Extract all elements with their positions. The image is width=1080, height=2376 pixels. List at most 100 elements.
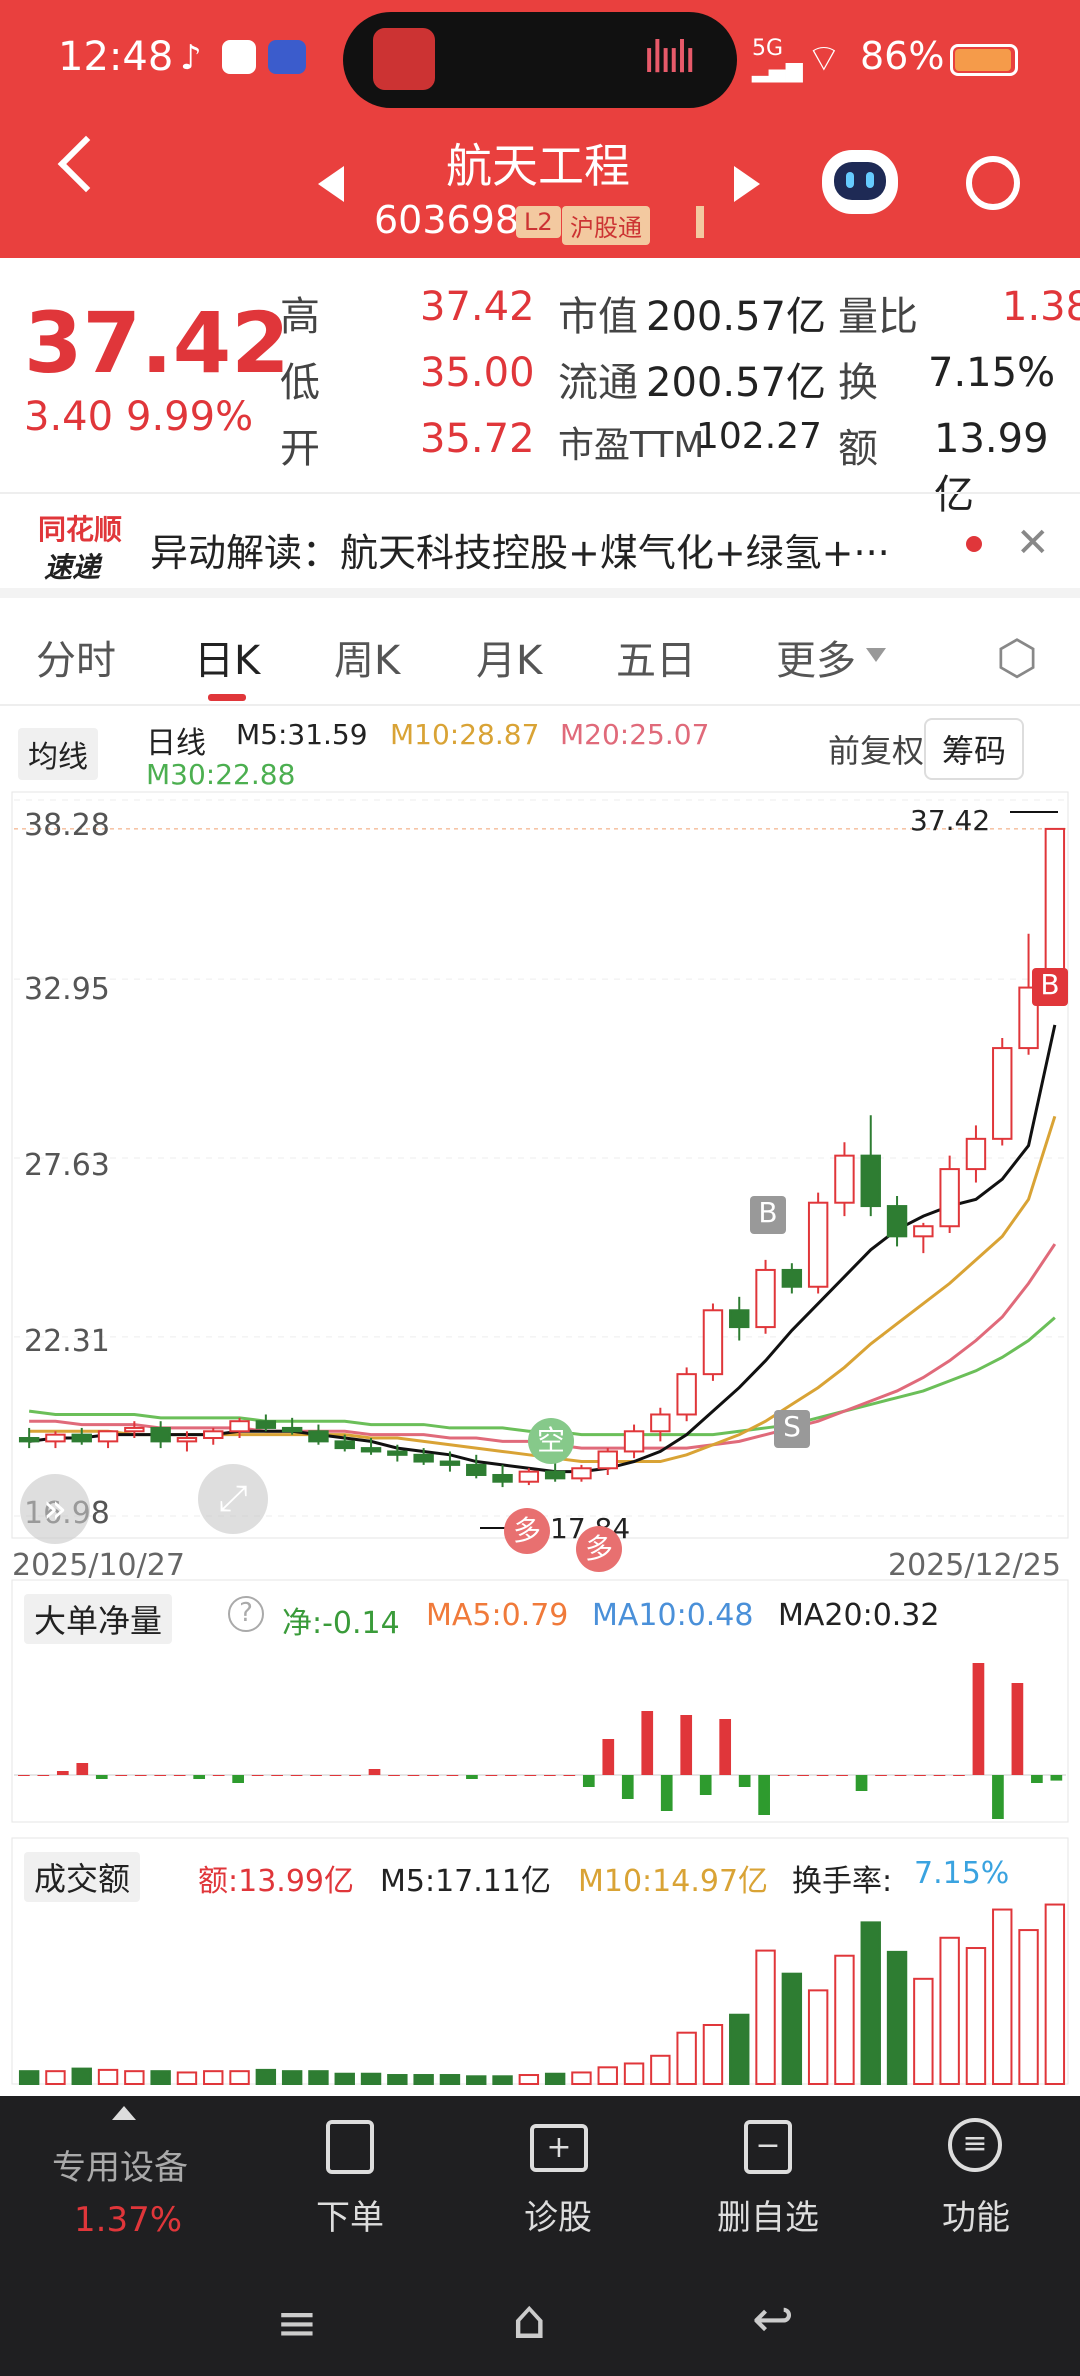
- net-bar: [1031, 1775, 1043, 1783]
- amount-bar: [71, 2067, 92, 2086]
- menu-icon[interactable]: ≡: [948, 2118, 1002, 2172]
- news-logo-sub: 速递: [44, 551, 101, 584]
- chips-button[interactable]: 筹码: [924, 718, 1025, 780]
- order-button[interactable]: 下单: [316, 2198, 384, 2238]
- net-bar: [797, 1775, 809, 1776]
- amount-bar: [18, 2070, 40, 2085]
- candle-body: [755, 1268, 776, 1329]
- mktcap-value: 200.57亿: [646, 294, 826, 340]
- amount-value: 13.99亿: [934, 416, 1049, 518]
- news-banner[interactable]: 同花顺 速递 异动解读：航天科技控股+煤气化+绿氢+··· ✕: [0, 492, 1080, 598]
- sell-marker: S: [774, 1410, 810, 1448]
- net-bar: [329, 1775, 342, 1776]
- tab-daily-k[interactable]: 日K: [194, 638, 261, 684]
- candle-body: [992, 1047, 1013, 1140]
- help-icon[interactable]: ?: [228, 1596, 264, 1632]
- tab-more[interactable]: 更多: [776, 638, 856, 684]
- expand-up-icon[interactable]: [112, 2106, 136, 2120]
- expand-left-icon[interactable]: »: [20, 1474, 90, 1544]
- amount-bar: [939, 1936, 960, 2085]
- amount-bar: [729, 2013, 750, 2086]
- net-bar: [524, 1775, 537, 1776]
- candle-body: [623, 1430, 645, 1453]
- net-frame: [11, 1579, 1069, 1823]
- amount-bar: [308, 2070, 329, 2085]
- net-bar: [368, 1769, 381, 1775]
- amount-bar: [255, 2068, 277, 2085]
- amount-bar: [229, 2070, 250, 2085]
- nav-home-icon[interactable]: ⌂: [512, 2288, 547, 2351]
- remove-watchlist-icon[interactable]: −: [744, 2120, 792, 2174]
- tab-weekly-k[interactable]: 周K: [334, 638, 401, 684]
- amount-bar: [781, 1972, 803, 2085]
- settings-icon[interactable]: ⬡: [996, 630, 1038, 686]
- diagnose-icon[interactable]: +: [530, 2124, 588, 2172]
- net-bar: [173, 1775, 186, 1776]
- amount-bar: [965, 1947, 987, 2085]
- close-icon[interactable]: ✕: [1016, 520, 1050, 566]
- tab-intraday[interactable]: 分时: [36, 638, 116, 684]
- adjust-toggle[interactable]: 前复权: [828, 732, 925, 770]
- sector-label[interactable]: 专用设备: [52, 2148, 188, 2188]
- unread-dot: [966, 536, 982, 552]
- kline-chart[interactable]: [0, 700, 1080, 2090]
- candle-body: [886, 1205, 908, 1238]
- net-bar: [1011, 1683, 1024, 1775]
- open-label: 开: [280, 426, 320, 472]
- y-tick: 27.63: [24, 1148, 110, 1183]
- amount-bar: [203, 2070, 224, 2085]
- remove-watchlist-button[interactable]: 删自选: [717, 2198, 819, 2238]
- net-bar: [232, 1775, 244, 1783]
- net-bar: [544, 1775, 556, 1776]
- amount-bar: [150, 2070, 171, 2085]
- header: 12:48 ♪ ılıılı 5G ▂▄▆ ⌔ 86% 航天工程 603698 …: [0, 0, 1080, 258]
- fullscreen-icon[interactable]: ⤢: [198, 1464, 268, 1534]
- order-icon[interactable]: [326, 2120, 374, 2174]
- tab-underline: [208, 694, 246, 701]
- candle-body: [150, 1426, 171, 1443]
- y-tick: 32.95: [24, 972, 110, 1007]
- net-selector[interactable]: 大单净量: [24, 1594, 173, 1644]
- net-bar: [602, 1739, 615, 1775]
- candle-body: [860, 1154, 881, 1208]
- candle-body: [492, 1473, 513, 1483]
- candle-body: [439, 1460, 461, 1466]
- amount-bar: [834, 1954, 855, 2085]
- search-icon[interactable]: [966, 156, 1020, 210]
- nav-back-icon[interactable]: ↩: [752, 2290, 794, 2348]
- quote-panel: 37.42 3.40 9.99% 高 37.42 市值 200.57亿 量比 1…: [0, 258, 1080, 518]
- low-label: 低: [280, 360, 320, 406]
- amount-selector[interactable]: 成交额: [24, 1852, 141, 1902]
- next-stock-icon[interactable]: [734, 166, 760, 202]
- long-marker: 多: [576, 1526, 622, 1572]
- amount-frame: [11, 1837, 1069, 2085]
- amount-bar: [124, 2070, 145, 2085]
- ma-selector[interactable]: 均线: [18, 728, 98, 780]
- diagnose-button[interactable]: 诊股: [524, 2198, 592, 2238]
- candle-body: [781, 1268, 803, 1288]
- x-start-label: 2025/10/27: [12, 1548, 185, 1583]
- net-bar: [563, 1775, 576, 1776]
- prev-stock-icon[interactable]: [318, 166, 344, 202]
- price-change: 3.40: [24, 394, 114, 440]
- candle-body: [281, 1426, 303, 1433]
- net-bar: [719, 1719, 732, 1775]
- stock-code: 603698: [374, 198, 520, 242]
- amount-bar: [518, 2074, 540, 2085]
- net-bar: [933, 1775, 946, 1776]
- back-icon[interactable]: [57, 135, 115, 193]
- candle-body: [255, 1420, 277, 1429]
- function-button[interactable]: 功能: [942, 2198, 1010, 2238]
- status-time: 12:48: [58, 34, 174, 80]
- candle-body: [729, 1309, 750, 1329]
- turnover-value: 7.15%: [928, 350, 1056, 396]
- net-bar: [914, 1775, 926, 1776]
- tab-five-day[interactable]: 五日: [616, 638, 696, 684]
- net-bar: [972, 1663, 985, 1775]
- robot-assistant-icon[interactable]: [822, 150, 898, 214]
- amount-m5: M5:17.11亿: [380, 1864, 551, 1899]
- tab-monthly-k[interactable]: 月K: [476, 638, 543, 684]
- net-bar: [1050, 1775, 1063, 1781]
- candle-body: [71, 1433, 92, 1443]
- nav-recents-icon[interactable]: ≡: [276, 2294, 318, 2352]
